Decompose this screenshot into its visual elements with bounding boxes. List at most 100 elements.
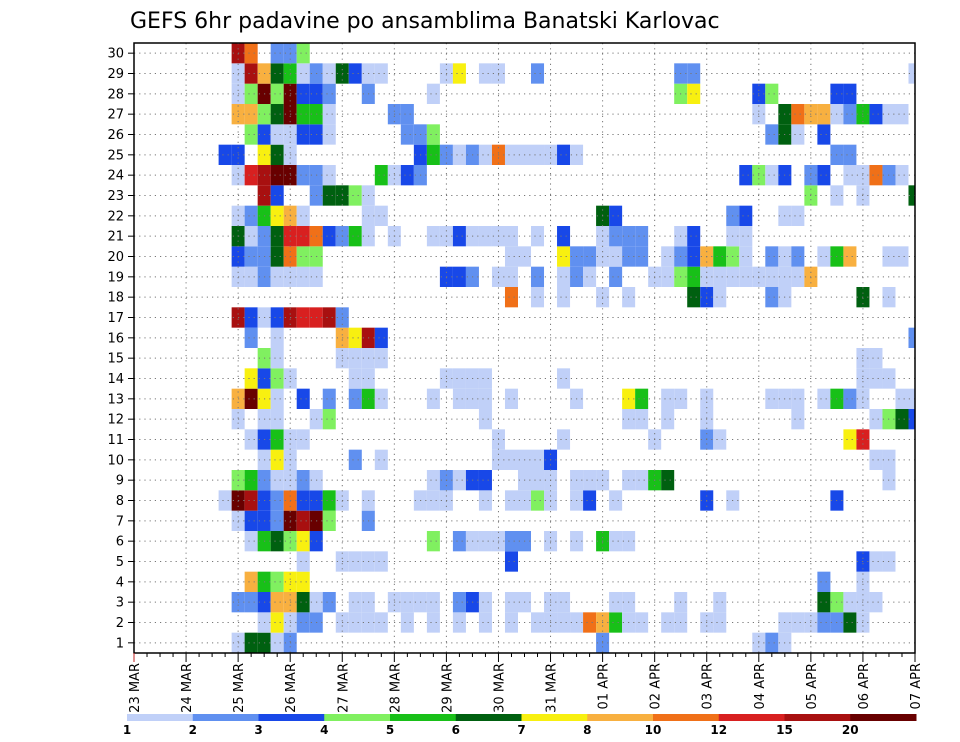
heatmap-cell (374, 612, 388, 633)
heatmap-cell (348, 551, 362, 572)
heatmap-cell (791, 266, 805, 287)
heatmap-cell (843, 144, 857, 165)
heatmap-cell (478, 470, 492, 491)
y-tick-label: 8 (116, 494, 124, 509)
heatmap-cell (244, 307, 258, 328)
heatmap-cell (322, 185, 336, 206)
colorbar-swatch (653, 714, 720, 721)
heatmap-cell (713, 592, 727, 613)
x-tick-label: 04 APR (753, 663, 768, 709)
heatmap-cell (478, 63, 492, 84)
heatmap-cell (869, 104, 883, 125)
heatmap-cell (244, 388, 258, 409)
heatmap-cell (296, 551, 310, 572)
heatmap-cell (348, 63, 362, 84)
y-tick-label: 18 (107, 291, 124, 306)
heatmap-cell (713, 246, 727, 267)
heatmap-cell (531, 287, 545, 308)
heatmap-cell (478, 388, 492, 409)
heatmap-cell (817, 246, 831, 267)
colorbar-swatch (258, 714, 325, 721)
heatmap-cell (478, 531, 492, 552)
y-tick-label: 23 (107, 189, 124, 204)
heatmap-cell (557, 144, 571, 165)
heatmap-cell (609, 592, 623, 613)
heatmap-cell (270, 490, 284, 511)
y-tick-label: 5 (116, 555, 124, 570)
heatmap-cell (270, 246, 284, 267)
heatmap-cell (609, 531, 623, 552)
heatmap-cell (426, 470, 440, 491)
heatmap-cell (908, 327, 915, 348)
heatmap-cell (843, 83, 857, 104)
y-tick-label: 21 (107, 230, 124, 245)
heatmap-cell (869, 409, 883, 430)
heatmap-cell (218, 144, 232, 165)
y-tick-label: 1 (116, 636, 124, 651)
heatmap-cell (531, 144, 545, 165)
x-tick-label: 24 MAR (180, 663, 195, 713)
heatmap-cell (557, 368, 571, 389)
heatmap-cell (531, 63, 545, 84)
heatmap-cell (895, 388, 909, 409)
colorbar-swatch (192, 714, 259, 721)
heatmap-cell (270, 226, 284, 247)
heatmap-cell (322, 409, 336, 430)
heatmap-cell (348, 612, 362, 633)
y-tick-label: 25 (107, 148, 124, 163)
heatmap-cell (687, 63, 701, 84)
x-tick-label: 29 MAR (440, 663, 455, 713)
heatmap-cell (244, 104, 258, 125)
heatmap-cell (583, 266, 597, 287)
heatmap-cell (244, 470, 258, 491)
heatmap-cell (296, 266, 310, 287)
heatmap-cell (843, 246, 857, 267)
heatmap-cell (270, 104, 284, 125)
heatmap-cell (322, 592, 336, 613)
heatmap-cell (791, 124, 805, 145)
heatmap-cell (244, 246, 258, 267)
heatmap-cell (322, 226, 336, 247)
heatmap-cell (400, 612, 414, 633)
heatmap-cell (713, 266, 727, 287)
heatmap-cell (296, 490, 310, 511)
heatmap-cell (739, 246, 753, 267)
heatmap-cell (322, 63, 336, 84)
heatmap-cell (426, 83, 440, 104)
y-tick-label: 14 (107, 372, 124, 387)
y-tick-label: 4 (116, 575, 124, 590)
x-tick-label: 23 MAR (128, 663, 143, 713)
heatmap-cell (765, 632, 779, 653)
colorbar-label: 7 (517, 723, 525, 737)
heatmap-cell (739, 165, 753, 186)
heatmap-cell (765, 83, 779, 104)
colorbar-swatch (324, 714, 391, 721)
heatmap-cell (791, 409, 805, 430)
heatmap-cell (270, 449, 284, 470)
heatmap-cell (244, 63, 258, 84)
heatmap-cell (635, 409, 649, 430)
heatmap-cell (557, 266, 571, 287)
heatmap-cell (765, 124, 779, 145)
heatmap-cell (270, 83, 284, 104)
heatmap-cell (322, 104, 336, 125)
heatmap-cell (869, 592, 883, 613)
heatmap-cell (296, 429, 310, 450)
heatmap-cell (869, 449, 883, 470)
heatmap-cell (635, 612, 649, 633)
heatmap-cell (296, 470, 310, 491)
heatmap-cell (557, 287, 571, 308)
colorbar-label: 2 (189, 723, 197, 737)
heatmap-cell (296, 531, 310, 552)
heatmap-cell (687, 287, 701, 308)
y-axis: 1234567891011121314151617181920212223242… (107, 47, 134, 651)
heatmap-cell (296, 592, 310, 613)
heatmap-cell (531, 612, 545, 633)
heatmap-cell (426, 144, 440, 165)
heatmap-cell (244, 429, 258, 450)
heatmap-cell (244, 510, 258, 531)
heatmap-cell (348, 226, 362, 247)
heatmap-cell (713, 429, 727, 450)
heatmap-cell (557, 429, 571, 450)
heatmap-cell (635, 388, 649, 409)
